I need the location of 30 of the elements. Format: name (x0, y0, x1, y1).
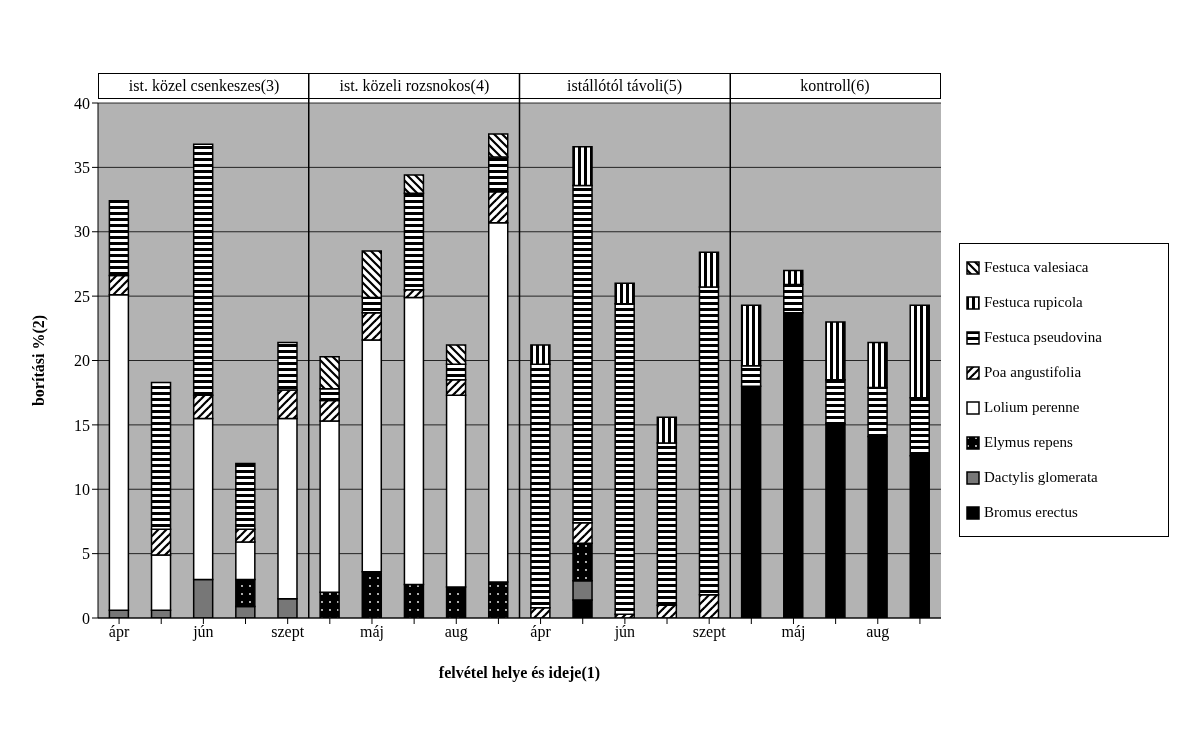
legend-label: Dactylis glomerata (984, 469, 1098, 486)
y-tick-label: 40 (74, 94, 90, 112)
y-tick-label: 0 (82, 609, 90, 627)
y-tick-label: 15 (74, 416, 90, 434)
y-tick-label: 25 (74, 287, 90, 305)
x-tick-label: szept (271, 623, 305, 642)
x-tick-label: máj (359, 623, 384, 642)
legend-label: Lolium perenne (984, 399, 1080, 416)
y-tick-label: 10 (74, 480, 90, 498)
x-tick-label: ápr (108, 623, 130, 642)
y-tick-label: 30 (74, 223, 90, 241)
legend-label: Festuca pseudovina (984, 329, 1102, 346)
legend-label: Bromus erectus (984, 504, 1078, 521)
x-tick-label: jún (613, 623, 636, 642)
x-tick-label: jún (192, 623, 214, 642)
x-axis-title: felvétel helye és ideje(1) (438, 664, 601, 682)
y-axis-title: borítási %(2) (29, 314, 48, 407)
x-tick-label: ápr (530, 623, 552, 642)
y-tick-label: 20 (74, 352, 90, 370)
y-tick-label: 5 (82, 545, 90, 563)
legend-label: Poa angustifolia (984, 364, 1082, 381)
legend-label: Festuca valesiaca (984, 259, 1089, 276)
y-tick-label: 35 (74, 159, 90, 177)
section-header: ist. közel csenkeszes(3) ist. közeli rozsnokos(4) istállótól távoli(5) kontroll(6) (98, 73, 941, 99)
legend-label: Festuca rupicola (984, 294, 1083, 311)
legend-label: Elymus repens (984, 434, 1073, 451)
x-tick-label: szept (692, 623, 727, 642)
x-tick-label: aug (866, 623, 890, 642)
x-tick-label: máj (781, 623, 806, 642)
x-tick-label: aug (444, 623, 468, 642)
